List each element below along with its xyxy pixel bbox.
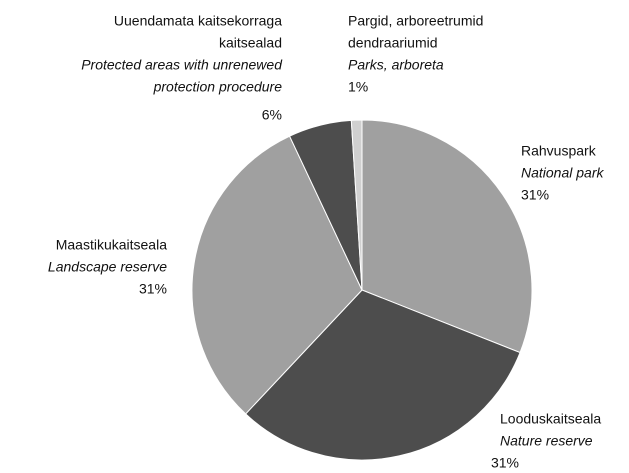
value-label: 6% (262, 107, 282, 123)
slice-label-en: Landscape reserve (48, 259, 167, 275)
value-label: 31% (139, 281, 167, 297)
pie-slice (191, 135, 363, 415)
slice-label: dendraariumid (348, 35, 438, 51)
value-label: 1% (348, 79, 368, 95)
pie-slice (244, 289, 521, 461)
value-label: 31% (491, 455, 519, 471)
pie-slice (350, 119, 363, 291)
slice-label-en: National park (521, 165, 604, 181)
slice-label-en: Protected areas with unrenewed (81, 57, 283, 73)
slice-label: Maastikukaitseala (56, 237, 167, 253)
slice-label-en: Parks, arboreta (348, 57, 444, 73)
slice-label: Rahvuspark (521, 143, 597, 159)
value-label: 31% (521, 187, 549, 203)
slice-label: Pargid, arboreetrumid (348, 13, 483, 29)
slice-label: Uuendamata kaitsekorraga (114, 13, 282, 29)
slice-label: kaitsealad (219, 35, 282, 51)
pie-slice (361, 119, 533, 354)
slice-label: Looduskaitseala (500, 411, 601, 427)
slice-label-en: protection procedure (153, 79, 283, 95)
slice-label-en: Nature reserve (500, 433, 593, 449)
